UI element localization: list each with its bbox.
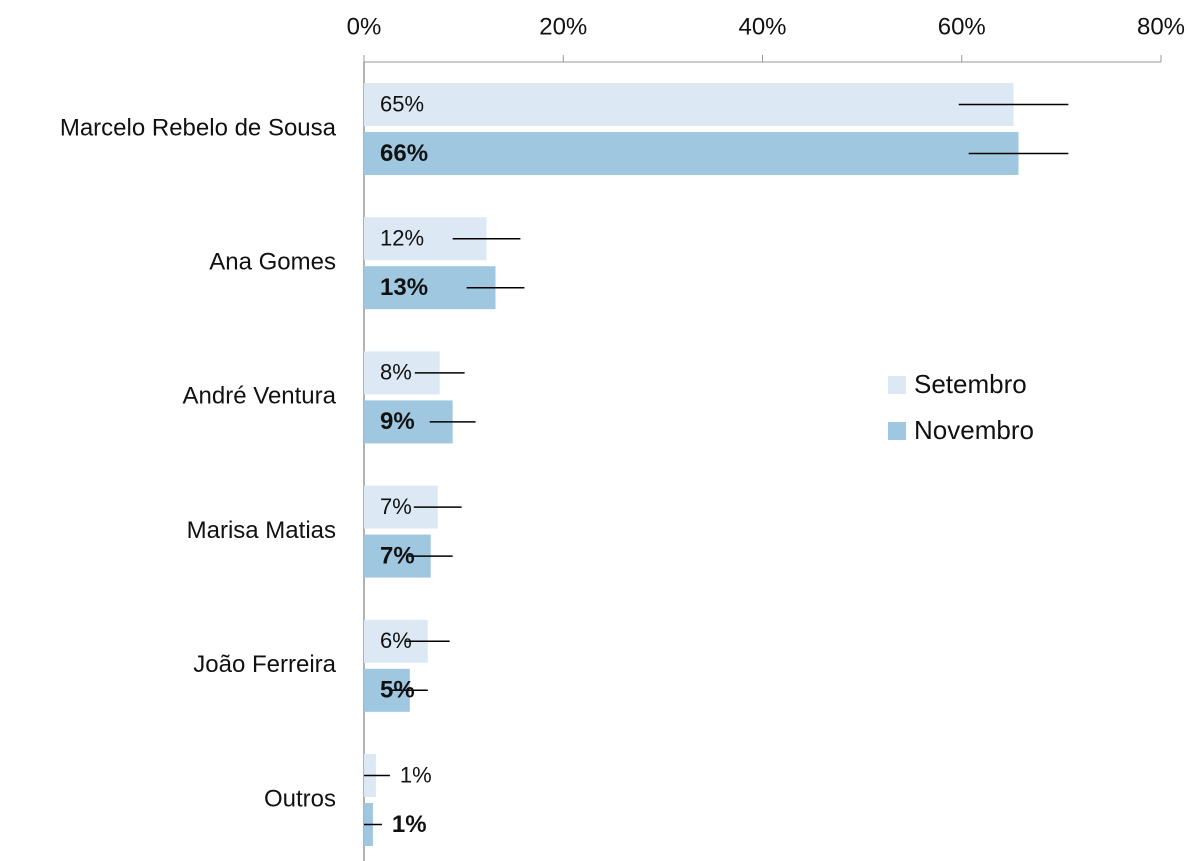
legend-swatch bbox=[888, 422, 906, 440]
y-tick-label: Outros bbox=[264, 785, 336, 812]
value-label: 7% bbox=[380, 494, 412, 519]
value-label: 9% bbox=[380, 408, 415, 435]
y-tick-label: João Ferreira bbox=[193, 651, 336, 678]
value-label: 5% bbox=[380, 677, 415, 704]
value-label: 12% bbox=[380, 226, 424, 251]
value-label: 7% bbox=[380, 542, 415, 569]
value-label: 1% bbox=[400, 762, 432, 787]
value-label: 66% bbox=[380, 140, 428, 167]
x-tick-label: 0% bbox=[347, 13, 382, 40]
legend-label: Setembro bbox=[914, 369, 1027, 399]
value-label: 1% bbox=[392, 811, 427, 838]
value-label: 13% bbox=[380, 274, 428, 301]
x-tick-label: 80% bbox=[1137, 13, 1185, 40]
legend-swatch bbox=[888, 376, 906, 394]
y-tick-label: Marisa Matias bbox=[187, 517, 336, 544]
value-label: 65% bbox=[380, 91, 424, 116]
x-tick-label: 20% bbox=[539, 13, 587, 40]
value-label: 6% bbox=[380, 628, 412, 653]
bar bbox=[364, 83, 1014, 126]
value-label: 8% bbox=[380, 360, 412, 385]
x-tick-label: 60% bbox=[938, 13, 986, 40]
bar bbox=[364, 132, 1019, 175]
y-tick-label: André Ventura bbox=[183, 383, 337, 410]
y-tick-label: Ana Gomes bbox=[209, 249, 336, 276]
legend-label: Novembro bbox=[914, 415, 1034, 445]
y-tick-label: Marcelo Rebelo de Sousa bbox=[60, 114, 337, 141]
x-tick-label: 40% bbox=[738, 13, 786, 40]
